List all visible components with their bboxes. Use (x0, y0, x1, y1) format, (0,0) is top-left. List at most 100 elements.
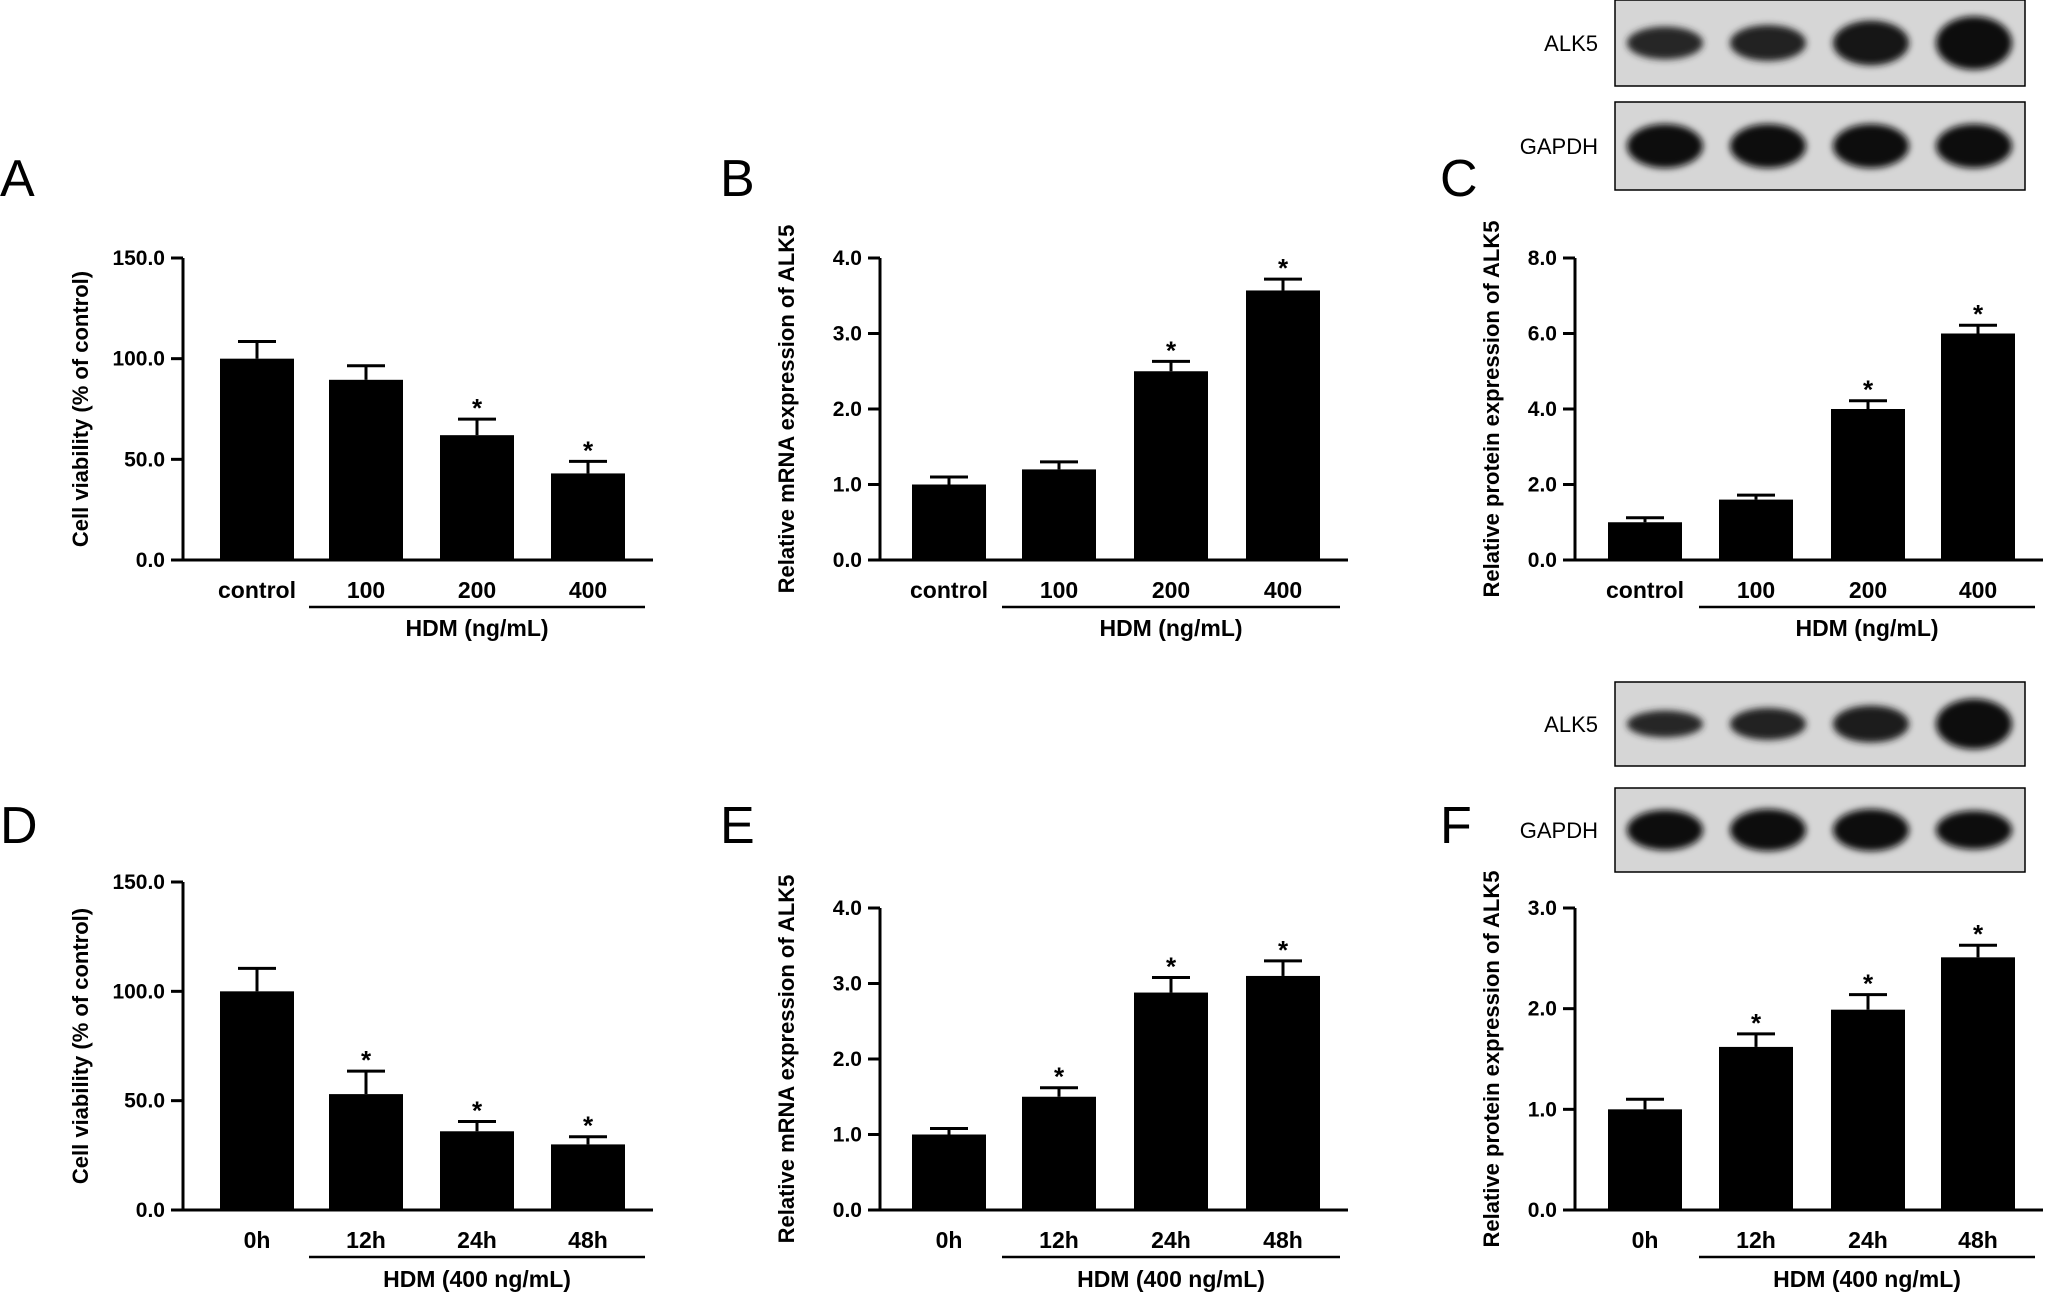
y-axis-label: Relative mRNA expression of ALK5 (774, 225, 799, 594)
y-tick-label: 6.0 (1528, 323, 1557, 346)
bar (1134, 371, 1208, 560)
y-axis-label: Cell viability (% of control) (68, 908, 93, 1184)
x-tick-label: 0h (1632, 1227, 1659, 1253)
x-tick-label: 48h (1263, 1227, 1303, 1253)
y-tick-label: 150.0 (112, 871, 165, 894)
x-tick-label: 0h (244, 1227, 271, 1253)
y-tick-label: 0.0 (1528, 1199, 1557, 1222)
x-tick-label: 24h (1151, 1227, 1191, 1253)
bar (1246, 975, 1320, 1210)
group-label: HDM (400 ng/mL) (1773, 1266, 1961, 1292)
significance-star: * (1166, 951, 1177, 981)
x-tick-label: 24h (457, 1227, 497, 1253)
bar (912, 1134, 986, 1210)
bar (220, 991, 294, 1210)
blot-row-label: ALK5 (1544, 712, 1598, 737)
x-tick-label: 0h (936, 1227, 963, 1253)
bar (1941, 333, 2015, 560)
bar (551, 1144, 625, 1210)
x-tick-label: 200 (458, 577, 496, 603)
x-tick-label: 100 (1737, 577, 1775, 603)
y-tick-label: 2.0 (833, 398, 862, 421)
x-tick-label: control (910, 577, 988, 603)
blot-band (1936, 810, 2012, 850)
y-tick-label: 0.0 (136, 1199, 165, 1222)
panel-d: D 0.0 50.0 100.0 150.0 Cell viability (% of c… (0, 797, 653, 1292)
y-tick-label: 0.0 (833, 1199, 862, 1222)
bar (1608, 522, 1682, 560)
x-tick-label: 12h (346, 1227, 386, 1253)
blot-band (1730, 124, 1806, 168)
y-tick-label: 3.0 (833, 973, 862, 996)
y-tick-label: 100.0 (112, 980, 165, 1003)
western-blot: ALK5 GAPDH (1520, 0, 2026, 191)
blot-band (1627, 710, 1703, 738)
y-tick-label: 0.0 (833, 549, 862, 572)
y-tick-label: 50.0 (124, 448, 165, 471)
x-tick-label: 48h (1958, 1227, 1998, 1253)
x-tick-label: control (218, 577, 296, 603)
panel-letter: B (720, 150, 755, 208)
x-tick-label: 400 (1264, 577, 1302, 603)
x-tick-label: 400 (569, 577, 607, 603)
panel-f: F 0.0 1.0 2.0 3.0 Relative protein expression… (1440, 681, 2043, 1292)
bar (1719, 1046, 1793, 1210)
y-axis-label: Relative mRNA expression of ALK5 (774, 875, 799, 1244)
y-tick-label: 1.0 (1528, 1098, 1557, 1121)
y-axis-label: Relative protein expression of ALK5 (1479, 221, 1504, 598)
western-blot: ALK5 GAPDH (1520, 681, 2026, 873)
panel-letter: C (1440, 150, 1478, 208)
bar (1941, 957, 2015, 1210)
y-tick-label: 0.0 (136, 549, 165, 572)
y-tick-label: 4.0 (833, 247, 862, 270)
group-label: HDM (ng/mL) (1795, 615, 1938, 641)
bar (1022, 1096, 1096, 1210)
y-tick-label: 8.0 (1528, 247, 1557, 270)
significance-star: * (1863, 375, 1874, 405)
bar (440, 1131, 514, 1210)
y-tick-label: 100.0 (112, 348, 165, 371)
blot-band (1833, 809, 1909, 851)
significance-star: * (583, 1111, 594, 1141)
bar (1608, 1109, 1682, 1210)
y-tick-label: 1.0 (833, 1124, 862, 1147)
y-tick-label: 1.0 (833, 474, 862, 497)
bar (440, 435, 514, 560)
panel-c: C 0.0 2.0 4.0 6.0 8.0 Relative protein express… (1440, 0, 2043, 641)
blot-band (1833, 705, 1909, 743)
panel-letter: D (0, 797, 38, 855)
panel-b: B 0.0 1.0 2.0 3.0 4.0 Relative mRNA expression… (720, 150, 1348, 641)
significance-star: * (472, 393, 483, 423)
y-tick-label: 50.0 (124, 1090, 165, 1113)
group-label: HDM (ng/mL) (405, 615, 548, 641)
blot-band (1833, 20, 1909, 66)
y-tick-label: 2.0 (1528, 474, 1557, 497)
x-tick-label: 48h (568, 1227, 608, 1253)
panel-e: E 0.0 1.0 2.0 3.0 4.0 Relative mRNA expression… (720, 797, 1348, 1292)
significance-star: * (1863, 969, 1874, 999)
x-tick-label: 12h (1736, 1227, 1776, 1253)
bar (1831, 409, 1905, 560)
significance-star: * (472, 1095, 483, 1125)
blot-band (1936, 124, 2012, 168)
panel-letter: E (720, 797, 755, 855)
y-tick-label: 3.0 (1528, 897, 1557, 920)
y-tick-label: 2.0 (1528, 998, 1557, 1021)
blot-band (1936, 16, 2012, 70)
x-tick-label: 200 (1849, 577, 1887, 603)
y-tick-label: 2.0 (833, 1048, 862, 1071)
blot-band (1627, 124, 1703, 168)
bar (1246, 290, 1320, 560)
bar (1719, 499, 1793, 560)
x-tick-label: control (1606, 577, 1684, 603)
bar (329, 1094, 403, 1210)
blot-row-label: ALK5 (1544, 31, 1598, 56)
y-axis-label: Cell viability (% of control) (68, 271, 93, 547)
y-tick-label: 3.0 (833, 323, 862, 346)
significance-star: * (1278, 253, 1289, 283)
x-tick-label: 12h (1039, 1227, 1079, 1253)
bar (1022, 469, 1096, 560)
significance-star: * (361, 1045, 372, 1075)
blot-band (1936, 698, 2012, 750)
